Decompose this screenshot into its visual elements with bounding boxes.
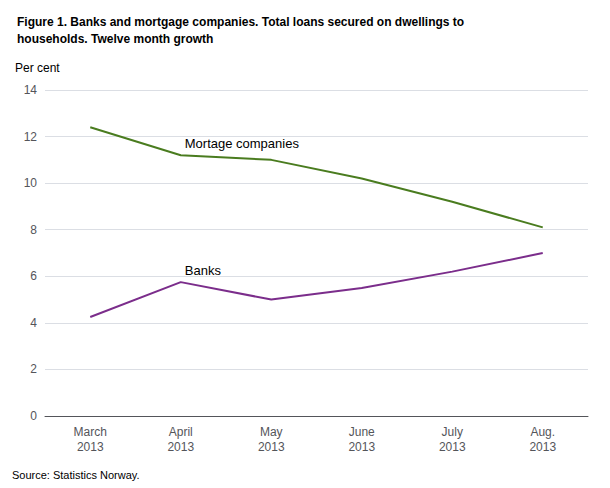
svg-text:April: April bbox=[169, 425, 193, 439]
svg-text:Source: Statistics Norway.: Source: Statistics Norway. bbox=[12, 469, 140, 481]
svg-text:households. Twelve month growt: households. Twelve month growth bbox=[17, 32, 213, 46]
svg-text:2013: 2013 bbox=[348, 440, 375, 454]
svg-text:2013: 2013 bbox=[439, 440, 466, 454]
svg-text:0: 0 bbox=[30, 409, 37, 423]
svg-text:12: 12 bbox=[24, 130, 38, 144]
svg-text:8: 8 bbox=[30, 223, 37, 237]
svg-text:6: 6 bbox=[30, 269, 37, 283]
svg-text:July: July bbox=[442, 425, 463, 439]
svg-text:June: June bbox=[349, 425, 375, 439]
svg-text:Figure 1. Banks and mortgage c: Figure 1. Banks and mortgage companies. … bbox=[17, 15, 464, 29]
svg-text:2013: 2013 bbox=[77, 440, 104, 454]
svg-text:Aug.: Aug. bbox=[530, 425, 555, 439]
svg-text:March: March bbox=[74, 425, 107, 439]
svg-text:14: 14 bbox=[24, 83, 38, 97]
svg-text:Banks: Banks bbox=[185, 263, 222, 278]
svg-text:4: 4 bbox=[30, 316, 37, 330]
svg-text:10: 10 bbox=[24, 176, 38, 190]
svg-text:2: 2 bbox=[30, 362, 37, 376]
svg-text:Per cent: Per cent bbox=[15, 61, 60, 75]
svg-text:May: May bbox=[260, 425, 283, 439]
svg-text:Mortage companies: Mortage companies bbox=[185, 136, 300, 151]
svg-text:2013: 2013 bbox=[167, 440, 194, 454]
svg-text:2013: 2013 bbox=[529, 440, 556, 454]
svg-text:2013: 2013 bbox=[258, 440, 285, 454]
